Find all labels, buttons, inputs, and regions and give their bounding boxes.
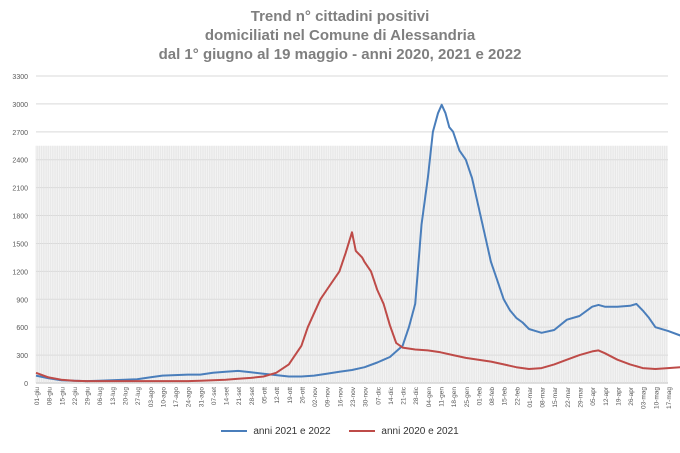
x-tick-label-22-mar: 22-mar (565, 386, 572, 407)
series-line-1 (35, 103, 680, 383)
x-tick-label-08-giu: 08-giu (47, 387, 54, 405)
x-tick-label-10-mag: 10-mag (653, 387, 660, 409)
y-tick-label-3000: 3000 (12, 102, 28, 109)
x-tick-label-28-dic: 28-dic (413, 386, 420, 404)
x-tick-label-05-apr: 05-apr (590, 386, 597, 406)
x-tick-label-09-nov: 09-nov (325, 386, 332, 407)
y-tick-label-1800: 1800 (12, 214, 28, 221)
x-tick-label-11-gen: 11-gen (438, 387, 445, 407)
chart-title-line-1: Trend n° cittadini positivi (250, 8, 430, 25)
y-tick-label-900: 900 (16, 297, 28, 304)
x-tick-label-06-lug: 06-lug (97, 387, 104, 405)
x-tick-label-01-mar: 01-mar (527, 386, 534, 407)
x-tick-label-28-set: 28-set (249, 387, 256, 405)
x-tick-label-31-ago: 31-ago (198, 387, 205, 408)
legend-label-series-1: anni 2021 e 2022 (253, 425, 331, 437)
legend-swatch-series-2 (349, 430, 376, 432)
x-tick-label-17-ago: 17-ago (173, 387, 180, 408)
x-tick-label-13-lug: 13-lug (110, 387, 117, 405)
x-tick-label-26-apr: 26-apr (628, 386, 635, 406)
x-tick-label-17-mag: 17-mag (666, 387, 673, 409)
x-tick-label-05-ott: 05-ott (262, 387, 269, 404)
x-tick-label-15-feb: 15-feb (502, 387, 509, 406)
x-tick-label-27-lug: 27-lug (135, 387, 142, 405)
legend-item-series-2: anni 2020 e 2021 (349, 425, 459, 437)
x-tick-label-07-set: 07-set (211, 387, 218, 405)
x-tick-label-03-ago: 03-ago (148, 387, 155, 408)
x-tick-label-15-mar: 15-mar (552, 386, 559, 407)
x-tick-label-19-apr: 19-apr (615, 386, 622, 406)
x-tick-label-12-ott: 12-ott (274, 387, 281, 404)
x-tick-label-22-feb: 22-feb (514, 387, 521, 406)
x-tick-label-01-feb: 01-feb (476, 387, 483, 406)
x-tick-label-03-mag: 03-mag (641, 387, 648, 409)
x-tick-label-10-ago: 10-ago (160, 387, 167, 408)
y-tick-label-300: 300 (16, 353, 28, 360)
x-tick-label-29-giu: 29-giu (85, 387, 92, 405)
x-tick-label-21-dic: 21-dic (401, 386, 408, 404)
x-tick-label-20-lug: 20-lug (122, 387, 129, 405)
x-tick-label-14-set: 14-set (224, 387, 231, 405)
chart-title-line-2: domiciliati nel Comune di Alessandria (204, 27, 476, 44)
y-tick-label-1500: 1500 (12, 241, 28, 248)
x-tick-label-16-nov: 16-nov (337, 386, 344, 407)
x-tick-label-29-mar: 29-mar (578, 386, 585, 407)
x-tick-label-18-gen: 18-gen (451, 387, 458, 408)
x-tick-label-14-dic: 14-dic (388, 386, 395, 404)
y-tick-label-2400: 2400 (12, 158, 28, 165)
x-tick-label-24-ago: 24-ago (186, 387, 193, 408)
x-tick-label-02-nov: 02-nov (312, 386, 319, 407)
y-tick-label-1200: 1200 (12, 269, 28, 276)
y-tick-label-3300: 3300 (12, 74, 28, 81)
x-tick-label-12-apr: 12-apr (603, 386, 610, 406)
y-tick-label-600: 600 (16, 325, 28, 332)
series-line-2 (35, 231, 680, 383)
x-tick-label-30-nov: 30-nov (363, 386, 370, 407)
x-tick-label-25-gen: 25-gen (464, 387, 471, 408)
x-tick-label-22-giu: 22-giu (72, 387, 79, 405)
y-tick-label-2100: 2100 (12, 186, 28, 193)
legend-swatch-series-1 (221, 430, 248, 432)
x-tick-label-21-set: 21-set (236, 387, 243, 405)
legend-label-series-2: anni 2020 e 2021 (381, 425, 459, 437)
x-tick-label-23-nov: 23-nov (350, 386, 357, 407)
legend-item-series-1: anni 2021 e 2022 (221, 425, 331, 437)
y-tick-label-2700: 2700 (12, 130, 28, 137)
chart-title-line-3: dal 1° giugno al 19 maggio - anni 2020, … (158, 46, 522, 63)
x-tick-label-07-dic: 07-dic (375, 386, 382, 404)
x-tick-label-01-giu: 01-giu (34, 387, 41, 405)
x-tick-label-26-ott: 26-ott (299, 387, 306, 404)
y-tick-label-0: 0 (24, 381, 28, 388)
x-tick-label-19-ott: 19-ott (287, 387, 294, 404)
x-tick-label-08-feb: 08-feb (489, 387, 496, 406)
x-tick-label-04-gen: 04-gen (426, 387, 433, 408)
x-tick-label-08-mar: 08-mar (540, 386, 547, 407)
x-tick-label-15-giu: 15-giu (59, 387, 66, 405)
chart-legend: anni 2021 e 2022 anni 2020 e 2021 (0, 424, 680, 437)
